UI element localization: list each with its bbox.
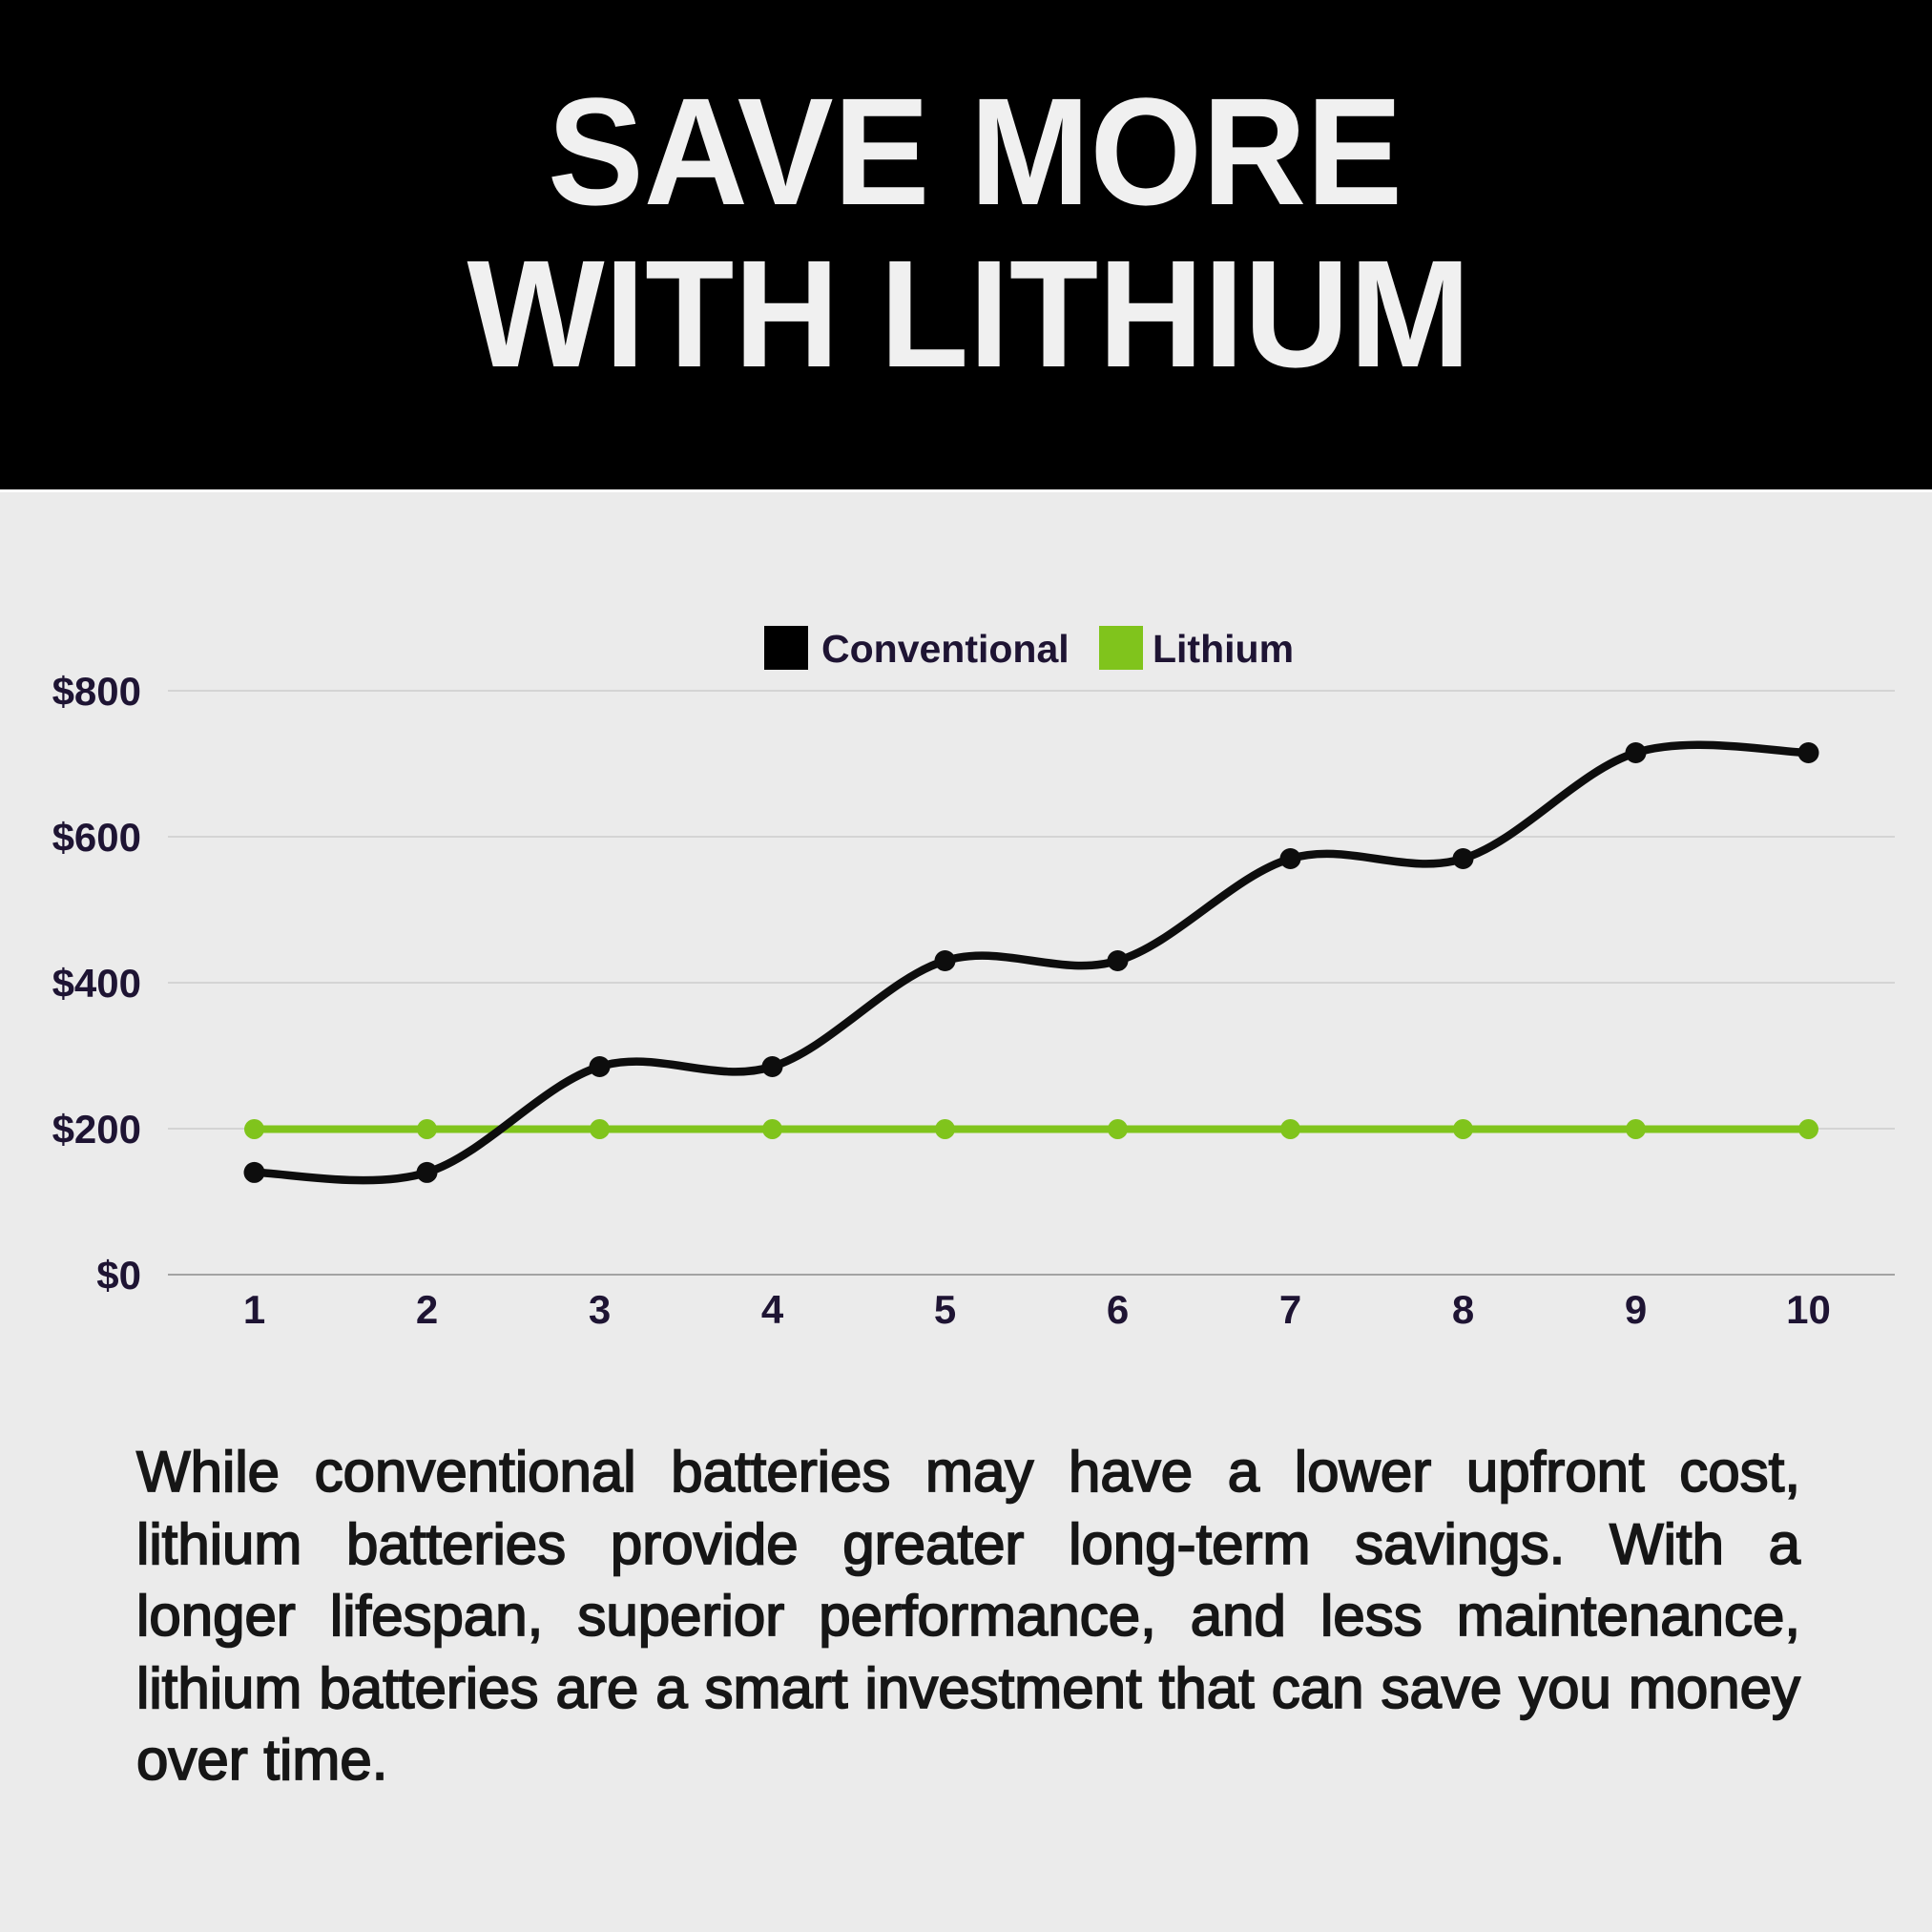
svg-text:$0: $0 (96, 1253, 141, 1298)
svg-text:7: 7 (1279, 1287, 1301, 1332)
svg-text:$400: $400 (52, 961, 141, 1006)
svg-text:3: 3 (589, 1287, 611, 1332)
svg-text:8: 8 (1452, 1287, 1474, 1332)
svg-text:Lithium: Lithium (1153, 627, 1294, 671)
svg-text:4: 4 (761, 1287, 784, 1332)
svg-text:$600: $600 (52, 815, 141, 860)
svg-text:9: 9 (1625, 1287, 1647, 1332)
svg-text:10: 10 (1786, 1287, 1831, 1332)
svg-text:$200: $200 (52, 1107, 141, 1152)
svg-text:$800: $800 (52, 669, 141, 714)
svg-text:1: 1 (243, 1287, 265, 1332)
svg-text:Conventional: Conventional (821, 627, 1070, 671)
svg-text:2: 2 (416, 1287, 438, 1332)
svg-text:5: 5 (934, 1287, 956, 1332)
svg-text:6: 6 (1107, 1287, 1129, 1332)
